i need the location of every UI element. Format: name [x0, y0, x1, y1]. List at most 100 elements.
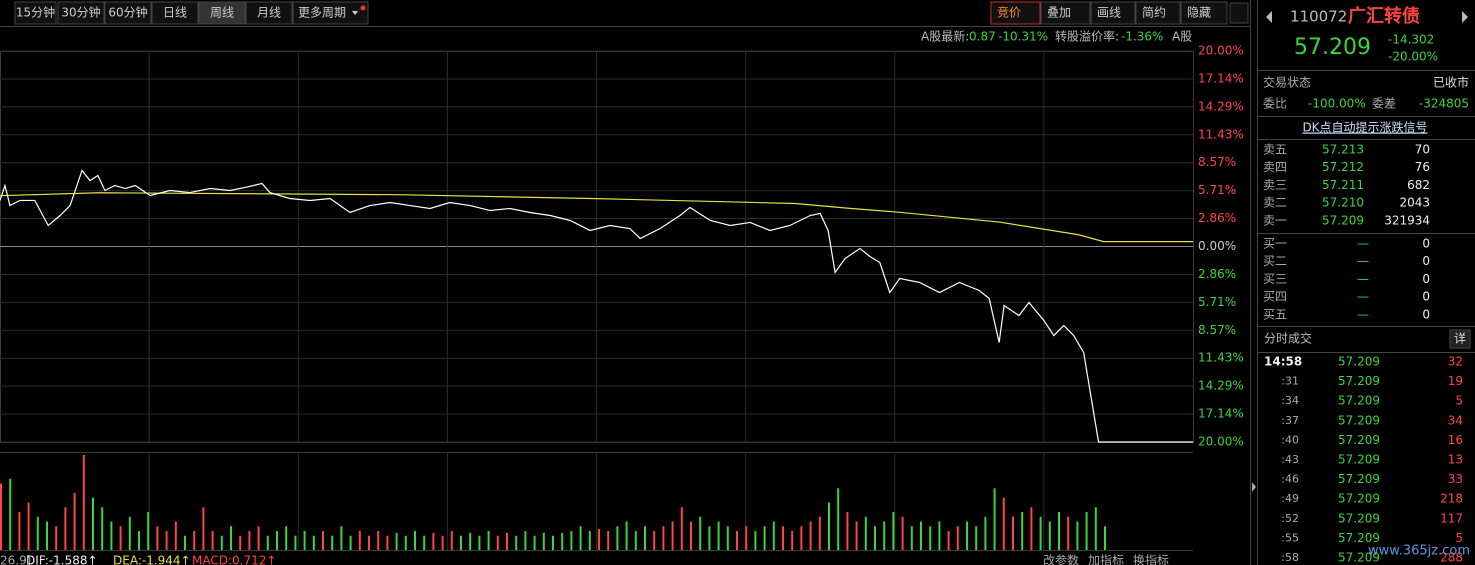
tab[interactable]: [198, 1, 246, 25]
tab[interactable]: [245, 1, 293, 25]
tab-label[interactable]: 月线: [257, 6, 281, 20]
collapse-arrow[interactable]: [1252, 482, 1256, 492]
trade-price: 57.209: [1338, 394, 1380, 408]
tool-label[interactable]: 竞价: [997, 6, 1021, 20]
trade-time: :52: [1281, 512, 1299, 525]
volume-bar: [1048, 521, 1051, 550]
trade-time: :58: [1281, 551, 1299, 564]
indicator-param: 26.9): [0, 554, 31, 565]
volume-bar: [340, 526, 343, 550]
volume-bar: [772, 521, 775, 550]
volume-bar: [349, 535, 352, 550]
volume-bar: [55, 526, 58, 550]
info-label: 转股溢价率:: [1055, 29, 1119, 44]
book-volume: 76: [1415, 160, 1430, 174]
book-label: 卖三: [1263, 178, 1287, 192]
info-label: A股: [1172, 30, 1192, 44]
y-tick-label: 11.43%: [1198, 351, 1244, 365]
tool-button[interactable]: [1090, 1, 1136, 25]
trade-volume: 288: [1440, 551, 1463, 565]
indicator-button[interactable]: 改参数: [1043, 553, 1079, 565]
volume-bar: [726, 526, 729, 550]
tab[interactable]: [14, 1, 57, 25]
trade-time: :34: [1281, 394, 1299, 407]
tool-button[interactable]: [1040, 1, 1091, 25]
tool-button[interactable]: [990, 1, 1041, 25]
volume-bar: [708, 526, 711, 550]
tab-label[interactable]: 周线: [210, 6, 234, 20]
volume-bar: [634, 531, 637, 550]
label: 交易状态: [1263, 75, 1311, 90]
tool-label[interactable]: 简约: [1142, 5, 1166, 20]
volume-bar: [36, 516, 39, 550]
book-price: —: [1357, 290, 1369, 304]
volume-bar: [570, 531, 573, 550]
volume-bar: [588, 531, 591, 550]
volume-bar: [828, 502, 830, 550]
volume-bar: [73, 493, 76, 550]
stock-name: 广汇转债: [1348, 5, 1420, 27]
volume-bar: [791, 531, 794, 550]
watermark: www.365jz.com: [1368, 544, 1470, 559]
tool-label[interactable]: 隐藏: [1187, 6, 1211, 20]
trade-price: 57.209: [1338, 413, 1380, 427]
y-tick-label: 17.14%: [1198, 407, 1244, 421]
trade-price: 57.209: [1338, 374, 1380, 388]
volume-bar: [975, 526, 978, 550]
volume-bar: [754, 531, 757, 550]
volume-bar: [478, 535, 481, 550]
tab[interactable]: [104, 1, 152, 25]
tool-button[interactable]: [1135, 1, 1181, 25]
volume-bar: [1104, 526, 1106, 550]
volume-bar: [1067, 516, 1070, 550]
next-arrow[interactable]: [1462, 11, 1468, 23]
trade-time: :55: [1281, 531, 1299, 544]
tab-label[interactable]: 15分钟: [16, 5, 55, 20]
tool-button[interactable]: [1180, 1, 1228, 25]
y-tick-label: 2.86%: [1198, 211, 1236, 225]
volume-bar: [920, 521, 922, 550]
volume-bar: [1058, 512, 1060, 550]
tab-label[interactable]: 60分钟: [108, 5, 147, 20]
detail-button[interactable]: [1449, 329, 1471, 349]
volume-bar: [496, 535, 499, 550]
trade-volume: 5: [1455, 531, 1463, 545]
tab[interactable]: [151, 1, 199, 25]
volume-bar: [184, 535, 186, 550]
detail-label[interactable]: 详: [1454, 331, 1466, 346]
y-tick-label: 14.29%: [1198, 379, 1244, 393]
indicator-button[interactable]: 加指标: [1088, 553, 1124, 565]
volume-bar: [211, 531, 214, 550]
status: 已收市: [1433, 75, 1469, 90]
volume-bar: [322, 531, 324, 550]
volume-bar: [662, 526, 665, 550]
indicator-dif: DIF:-1.588↑: [26, 554, 98, 565]
book-price: —: [1357, 254, 1369, 268]
volume-bar: [276, 531, 278, 550]
book-volume: 70: [1415, 143, 1430, 157]
indicator-button[interactable]: 换指标: [1133, 553, 1169, 565]
volume-bar: [377, 531, 380, 550]
book-label: 买五: [1263, 307, 1287, 321]
signal-link[interactable]: DK点自动提示涨跌信号: [1302, 120, 1427, 135]
volume-bar: [671, 521, 674, 550]
tab-label[interactable]: 30分钟: [61, 5, 100, 20]
trade-price: 57.209: [1338, 433, 1380, 447]
tab[interactable]: [292, 1, 369, 25]
volume-bar: [423, 535, 426, 550]
tab-label[interactable]: 日线: [163, 6, 187, 20]
trade-volume: 34: [1448, 413, 1463, 427]
volume-bar: [82, 455, 85, 550]
tool-label[interactable]: 叠加: [1047, 6, 1071, 20]
volume-bar: [533, 535, 536, 550]
tab[interactable]: [57, 1, 105, 25]
tab-label[interactable]: 更多周期: [298, 6, 346, 20]
dropdown-arrow: [352, 11, 358, 15]
volume-bar: [864, 516, 867, 550]
prev-arrow[interactable]: [1266, 11, 1272, 23]
volume-bar: [101, 507, 104, 550]
fullscreen-button[interactable]: [1229, 2, 1249, 24]
volume-bar: [9, 478, 12, 550]
tool-label[interactable]: 画线: [1097, 6, 1121, 20]
trade-time: :31: [1281, 375, 1299, 388]
